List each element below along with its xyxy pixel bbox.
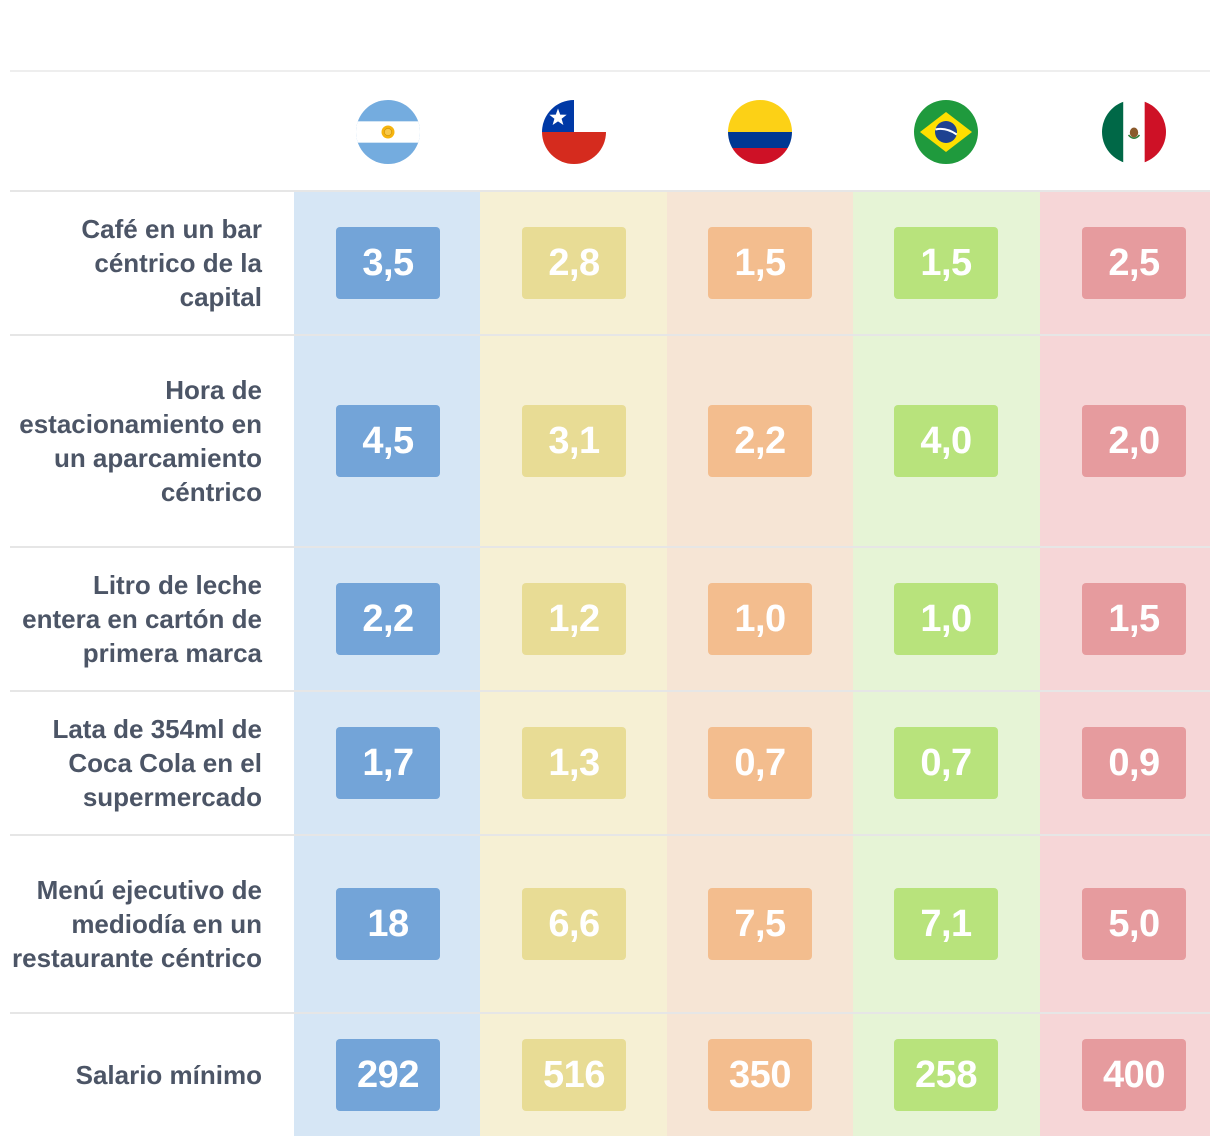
- value-badge: 6,6: [522, 888, 626, 960]
- value-badge: 258: [894, 1039, 998, 1111]
- value-badge: 2,8: [522, 227, 626, 299]
- row-divider: [10, 690, 1210, 692]
- top-divider: [10, 70, 1210, 72]
- value-badge: 4,0: [894, 405, 998, 477]
- row-divider: [10, 546, 1210, 548]
- value-badge: 1,5: [708, 227, 812, 299]
- row-label: Litro de leche entera en cartón de prime…: [22, 570, 262, 668]
- row-divider: [10, 834, 1210, 836]
- column-background: [853, 190, 1040, 1136]
- value-badge: 1,0: [894, 583, 998, 655]
- brazil-flag-icon: [914, 100, 978, 164]
- row-label: Lata de 354ml de Coca Cola en el superme…: [52, 714, 262, 812]
- column-background: [294, 190, 480, 1136]
- value-badge: 0,7: [708, 727, 812, 799]
- row-label: Menú ejecutivo de mediodía en un restaur…: [12, 875, 262, 973]
- value-badge: 18: [336, 888, 440, 960]
- value-badge: 7,5: [708, 888, 812, 960]
- value-badge: 350: [708, 1039, 812, 1111]
- column-background: [1040, 190, 1210, 1136]
- value-badge: 400: [1082, 1039, 1186, 1111]
- value-badge: 3,5: [336, 227, 440, 299]
- value-badge: 5,0: [1082, 888, 1186, 960]
- value-badge: 2,0: [1082, 405, 1186, 477]
- row-label: Hora de estacionamiento en un aparcamien…: [19, 375, 262, 507]
- colombia-flag-icon: [728, 100, 792, 164]
- row-label: Café en un bar céntrico de la capital: [81, 214, 262, 312]
- value-badge: 1,7: [336, 727, 440, 799]
- value-badge: 1,0: [708, 583, 812, 655]
- value-badge: 1,3: [522, 727, 626, 799]
- value-badge: 292: [336, 1039, 440, 1111]
- row-label: Salario mínimo: [75, 1060, 262, 1090]
- value-badge: 1,5: [894, 227, 998, 299]
- row-divider: [10, 190, 1210, 192]
- value-badge: 2,5: [1082, 227, 1186, 299]
- chile-flag-icon: [542, 100, 606, 164]
- value-badge: 1,5: [1082, 583, 1186, 655]
- value-badge: 0,7: [894, 727, 998, 799]
- value-badge: 2,2: [708, 405, 812, 477]
- column-background: [667, 190, 853, 1136]
- value-badge: 7,1: [894, 888, 998, 960]
- value-badge: 3,1: [522, 405, 626, 477]
- value-badge: 0,9: [1082, 727, 1186, 799]
- row-divider: [10, 1012, 1210, 1014]
- row-divider: [10, 334, 1210, 336]
- value-badge: 516: [522, 1039, 626, 1111]
- value-badge: 2,2: [336, 583, 440, 655]
- argentina-flag-icon: [356, 100, 420, 164]
- column-background: [480, 190, 667, 1136]
- value-badge: 4,5: [336, 405, 440, 477]
- value-badge: 1,2: [522, 583, 626, 655]
- mexico-flag-icon: [1102, 100, 1166, 164]
